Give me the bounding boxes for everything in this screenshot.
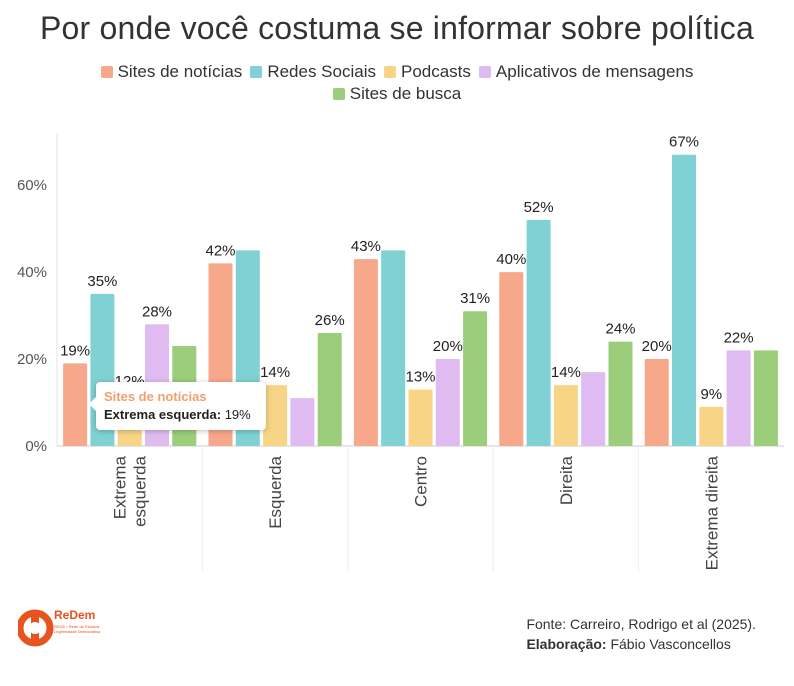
bar-value-label: 28% <box>142 303 172 320</box>
legend-label: Aplicativos de mensagens <box>495 62 694 81</box>
bar-value-label: 42% <box>205 242 235 259</box>
bar-value-label: 14% <box>551 364 581 381</box>
legend-item[interactable]: Aplicativos de mensagens <box>478 62 694 82</box>
redem-logo-icon <box>16 609 54 647</box>
legend-label: Sites de notícias <box>117 62 243 81</box>
y-tick-label: 40% <box>17 264 47 281</box>
source-note: Fonte: Carreiro, Rodrigo et al (2025). <box>526 616 756 632</box>
legend-item[interactable]: Sites de notícias <box>100 62 243 82</box>
x-tick-label: Direita <box>557 455 576 505</box>
bar[interactable] <box>290 398 315 446</box>
x-tick-label: Esquerda <box>266 455 285 528</box>
bar-value-label: 35% <box>87 273 117 290</box>
x-tick-label: Centro <box>412 456 431 507</box>
bar[interactable] <box>644 359 669 446</box>
bar[interactable] <box>526 219 551 446</box>
bar-value-label: 20% <box>642 338 672 355</box>
y-tick-label: 60% <box>17 177 47 194</box>
bar[interactable] <box>726 350 751 446</box>
category-labels: Extrema esquerda Esquerda Centro Direita Extr… <box>111 455 722 570</box>
bar-value-label: 20% <box>433 338 463 355</box>
tooltip-value: 19% <box>224 407 251 422</box>
tooltip-category: Extrema esquerda: <box>104 407 222 422</box>
bar-value-label: 24% <box>605 321 635 338</box>
chart-title: Por onde você costuma se informar sobre … <box>40 10 754 46</box>
bar[interactable] <box>672 154 696 446</box>
legend-item[interactable]: Podcasts <box>383 62 471 82</box>
y-tick-label: 0% <box>25 438 47 455</box>
credit-label: Elaboração: <box>526 636 607 652</box>
bar[interactable] <box>353 259 378 446</box>
bar-value-label: 67% <box>669 134 699 151</box>
legend-swatch <box>332 88 345 100</box>
legend: Sites de notícias Redes Sociais Podcasts Ap… <box>60 62 734 104</box>
tooltip: Sites de notícias Extrema esquerda: 19% <box>89 382 266 430</box>
bar-value-label: 26% <box>315 312 345 329</box>
bar[interactable] <box>699 406 724 446</box>
bar[interactable] <box>63 363 88 446</box>
bar[interactable] <box>381 250 406 446</box>
legend-swatch <box>478 66 491 78</box>
legend-swatch <box>100 66 113 78</box>
bar-value-label: 9% <box>700 386 722 403</box>
bar-value-label: 14% <box>260 364 290 381</box>
legend-item[interactable]: Redes Sociais <box>250 62 376 82</box>
bar-value-label: 13% <box>405 368 435 385</box>
bar-value-label: 52% <box>524 199 554 216</box>
bar-chart: 0%20%40%60% 19%35%12%28%42%14%26%43%13%2… <box>17 133 784 572</box>
data-labels: 19%35%12%28%42%14%26%43%13%20%31%40%52%1… <box>60 134 754 403</box>
bar[interactable] <box>608 341 633 446</box>
tooltip-series: Sites de notícias <box>104 389 207 404</box>
bar[interactable] <box>553 385 578 446</box>
bar[interactable] <box>408 389 433 446</box>
bar[interactable] <box>463 311 488 446</box>
legend-label: Sites de busca <box>349 84 462 103</box>
bar[interactable] <box>317 332 342 446</box>
logo-name: ReDem <box>54 608 96 622</box>
bar-value-label: 40% <box>496 251 526 268</box>
legend-swatch <box>250 66 263 78</box>
bar-value-label: 31% <box>460 290 490 307</box>
bar-value-label: 19% <box>60 342 90 359</box>
credit-value: Fábio Vasconcellos <box>610 636 731 652</box>
bar[interactable] <box>753 350 778 446</box>
logo-subtitle: REDE • Rede de Estudos Legitimidade Demo… <box>54 624 101 634</box>
bar[interactable] <box>263 385 288 446</box>
x-tick-label: Extrema direita <box>702 455 721 570</box>
redem-logo: ReDem REDE • Rede de Estudos Legitimidad… <box>16 604 118 652</box>
legend-swatch <box>383 66 396 78</box>
bar[interactable] <box>435 359 460 446</box>
legend-item[interactable]: Sites de busca <box>332 84 462 104</box>
bar-value-label: 43% <box>351 238 381 255</box>
credit-line: Elaboração: Fábio Vasconcellos <box>526 634 756 654</box>
footer: Fonte: Carreiro, Rodrigo et al (2025). E… <box>526 614 756 654</box>
bar[interactable] <box>581 372 606 446</box>
bar[interactable] <box>499 272 524 446</box>
y-tick-label: 20% <box>17 351 47 368</box>
legend-label: Podcasts <box>400 62 471 81</box>
x-tick-label: esquerda <box>131 455 150 526</box>
x-tick-label: Extrema <box>111 455 130 519</box>
legend-label: Redes Sociais <box>267 62 376 81</box>
bar-value-label: 22% <box>724 329 754 346</box>
